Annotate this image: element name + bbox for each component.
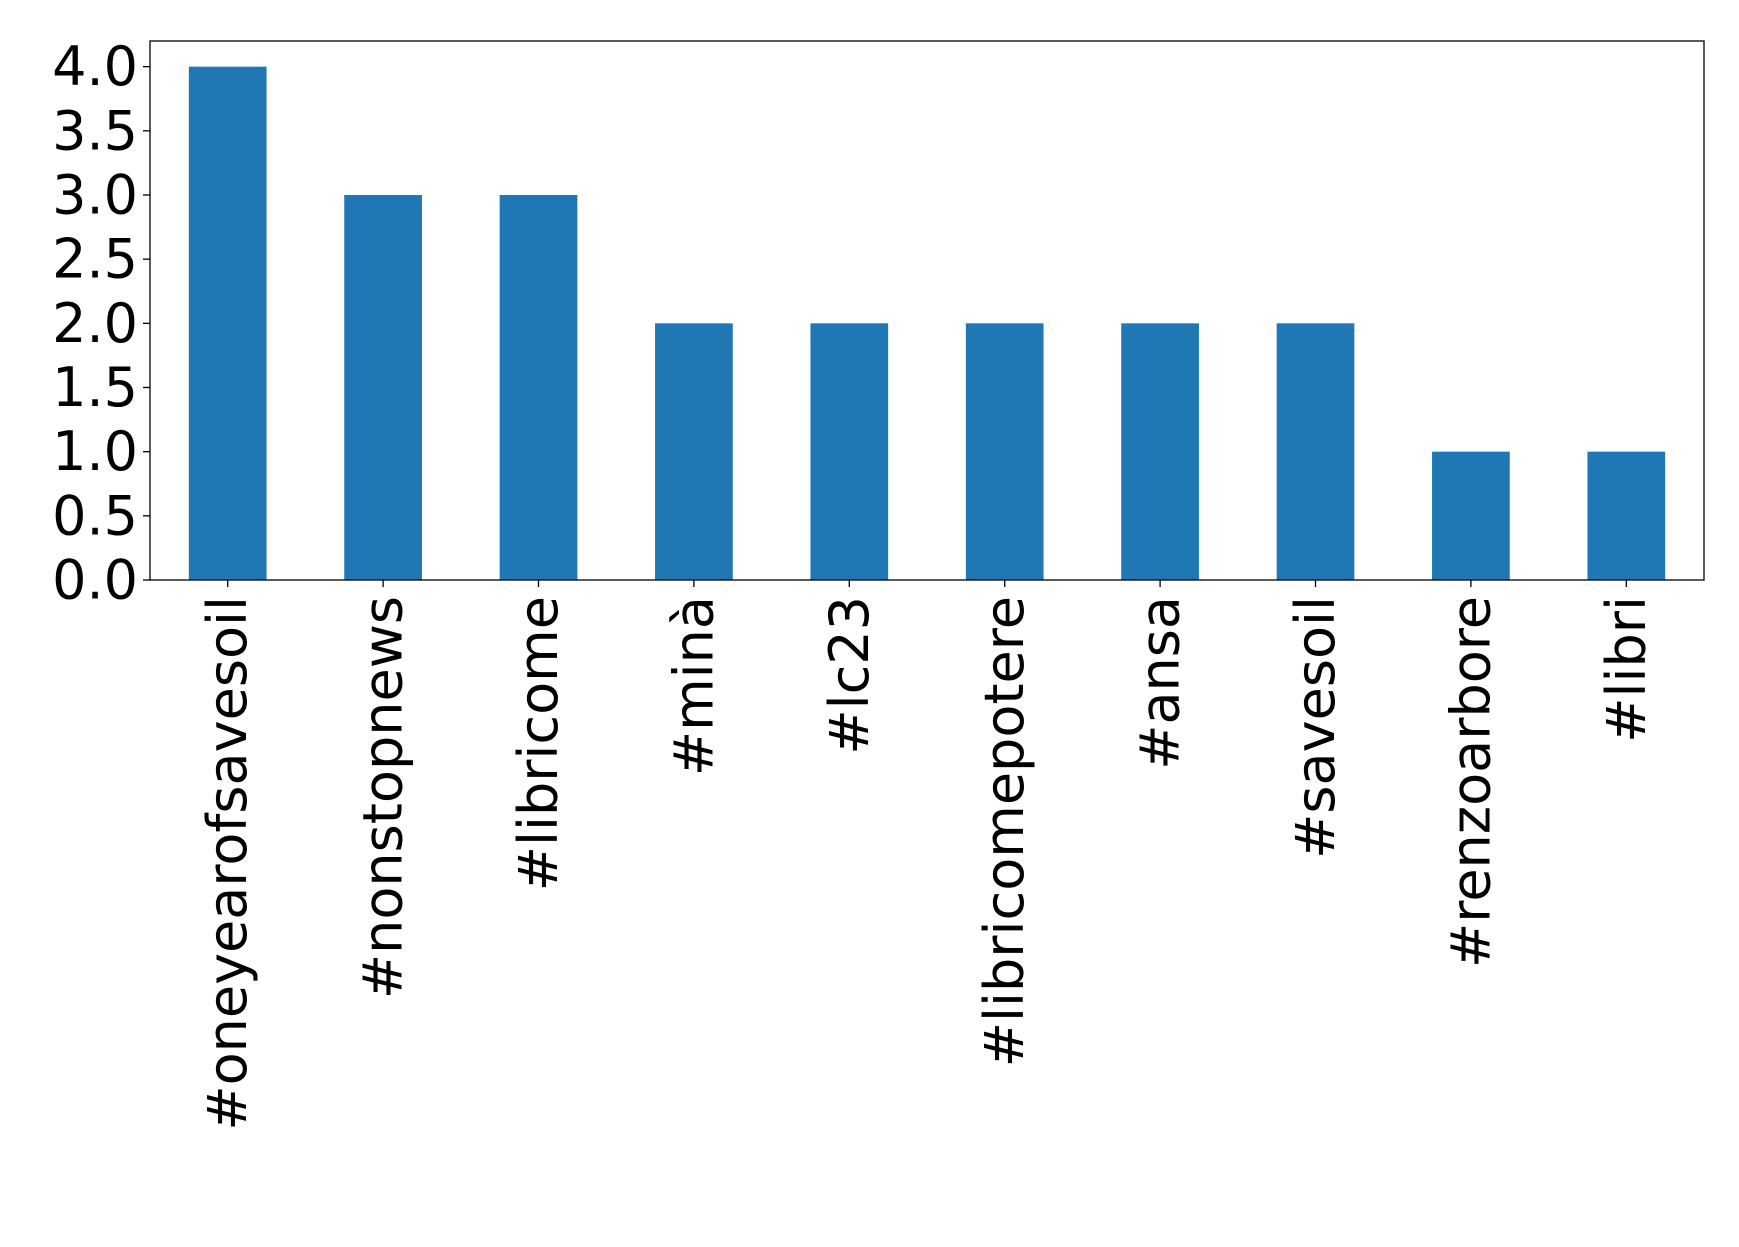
x-tick-label: #nonstopnews (352, 596, 415, 999)
x-tick-label: #libricomepotere (973, 596, 1036, 1067)
y-tick-label: 0.5 (52, 484, 138, 547)
y-tick-label: 3.0 (52, 164, 138, 227)
x-tick-label: #oneyearofsavesoil (196, 596, 259, 1131)
bar-ansa (1121, 323, 1199, 580)
plot-frame (149, 40, 1705, 581)
y-tick-label: 2.0 (52, 292, 138, 355)
bars-group (188, 66, 1666, 580)
y-tick-label: 1.5 (52, 356, 138, 419)
bar-lc23 (810, 323, 889, 580)
bar-libri (1587, 451, 1666, 580)
x-tick-label: #ansa (1129, 596, 1192, 770)
x-tick-label: #savesoil (1284, 596, 1347, 859)
bar-savesoil (1276, 323, 1355, 580)
x-tick-label: #libricome (507, 596, 570, 891)
x-axis: #oneyearofsavesoil #nonstopnews #libricome… (196, 580, 1658, 1131)
bar-minà (655, 323, 733, 580)
bar-libricome (499, 195, 578, 580)
y-tick-label: 4.0 (52, 35, 138, 98)
bar-libricomepotere (965, 323, 1044, 580)
x-tick-label: #renzoarbore (1439, 596, 1502, 968)
y-tick-label: 2.5 (52, 228, 138, 291)
bar-renzoarbore (1432, 451, 1510, 580)
x-tick-label: #minà (662, 596, 725, 776)
y-tick-label: 1.0 (52, 420, 138, 483)
y-axis: 0.00.51.01.52.02.53.03.54.0 (52, 35, 150, 612)
y-tick-label: 3.5 (52, 99, 138, 162)
bar-nonstopnews (344, 195, 422, 580)
y-tick-label: 0.0 (52, 549, 138, 612)
x-tick-label: #libri (1595, 596, 1658, 743)
x-tick-label: #lc23 (818, 596, 881, 755)
bar-oneyearofsavesoil (188, 66, 267, 580)
